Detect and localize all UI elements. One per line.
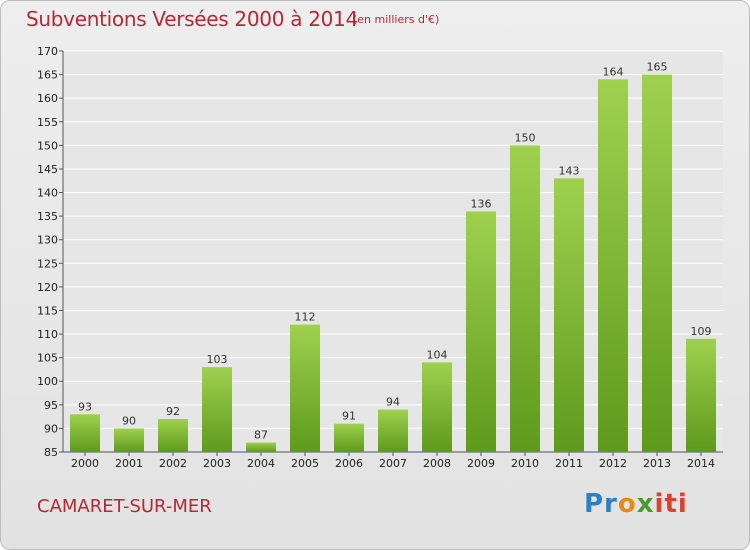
logo-part-1: Pr (584, 489, 618, 519)
x-tick-label-2002: 2002 (159, 457, 187, 470)
y-tick-label: 120 (37, 281, 58, 294)
value-label-2009: 136 (471, 197, 492, 210)
logo-part-3: x (636, 489, 655, 519)
y-tick-label: 165 (37, 69, 58, 82)
bar-2000 (70, 414, 100, 452)
unit-note: (en milliers d'€) (353, 13, 440, 26)
bar-2006 (334, 423, 364, 452)
value-label-2005: 112 (295, 311, 316, 324)
bar-2010 (510, 145, 540, 452)
y-tick-label: 155 (37, 116, 58, 129)
x-tick-label-2014: 2014 (687, 457, 715, 470)
x-tick-label-2006: 2006 (335, 457, 363, 470)
value-label-2013: 165 (647, 61, 668, 74)
y-tick-label: 145 (37, 163, 58, 176)
x-tick-label-2009: 2009 (467, 457, 495, 470)
x-tick-label-2013: 2013 (643, 457, 671, 470)
value-label-2008: 104 (427, 348, 448, 361)
chart-title: Subventions Versées 2000 à 2014 (26, 7, 358, 31)
bar-2001 (114, 428, 144, 452)
y-tick-label: 95 (44, 399, 58, 412)
value-label-2007: 94 (386, 396, 400, 409)
bar-2011 (554, 178, 584, 452)
proxiti-logo: Proxiti (584, 489, 688, 519)
value-label-2001: 90 (122, 414, 136, 427)
logo-part-4: iti (654, 489, 688, 519)
value-label-2014: 109 (691, 325, 712, 338)
value-label-2000: 93 (78, 400, 92, 413)
bar-2005 (290, 324, 320, 452)
x-tick-label-2008: 2008 (423, 457, 451, 470)
y-tick-label: 115 (37, 304, 58, 317)
y-tick-label: 105 (37, 352, 58, 365)
x-tick-label-2005: 2005 (291, 457, 319, 470)
y-tick-label: 110 (37, 328, 58, 341)
bar-2009 (466, 211, 496, 452)
bar-2013 (642, 74, 672, 453)
x-tick-label-2012: 2012 (599, 457, 627, 470)
bar-2014 (686, 338, 716, 452)
value-label-2004: 87 (254, 429, 268, 442)
bar-2012 (598, 79, 628, 453)
x-tick-label-2007: 2007 (379, 457, 407, 470)
x-tick-label-2010: 2010 (511, 457, 539, 470)
bar-2002 (158, 418, 188, 452)
bar-2004 (246, 442, 276, 452)
y-tick-label: 170 (37, 45, 58, 58)
y-tick-label: 100 (37, 375, 58, 388)
y-tick-label: 150 (37, 139, 58, 152)
y-tick-label: 90 (44, 422, 58, 435)
y-tick-label: 140 (37, 187, 58, 200)
bar-2007 (378, 409, 408, 452)
value-label-2006: 91 (342, 410, 356, 423)
bar-2003 (202, 367, 232, 452)
y-tick-label: 135 (37, 210, 58, 223)
commune-name: CAMARET-SUR-MER (37, 496, 212, 517)
y-tick-label: 130 (37, 234, 58, 247)
x-tick-label-2001: 2001 (115, 457, 143, 470)
value-label-2003: 103 (207, 353, 228, 366)
x-tick-label-2011: 2011 (555, 457, 583, 470)
x-tick-label-2003: 2003 (203, 457, 231, 470)
value-label-2011: 143 (559, 164, 580, 177)
x-tick-label-2004: 2004 (247, 457, 275, 470)
value-label-2002: 92 (166, 405, 180, 418)
logo-part-2: o (617, 489, 637, 519)
bar-2008 (422, 362, 452, 452)
y-tick-label: 85 (44, 446, 58, 459)
y-tick-label: 160 (37, 92, 58, 105)
value-label-2012: 164 (603, 65, 624, 78)
y-tick-label: 125 (37, 257, 58, 270)
value-label-2010: 150 (515, 131, 536, 144)
x-tick-label-2000: 2000 (71, 457, 99, 470)
